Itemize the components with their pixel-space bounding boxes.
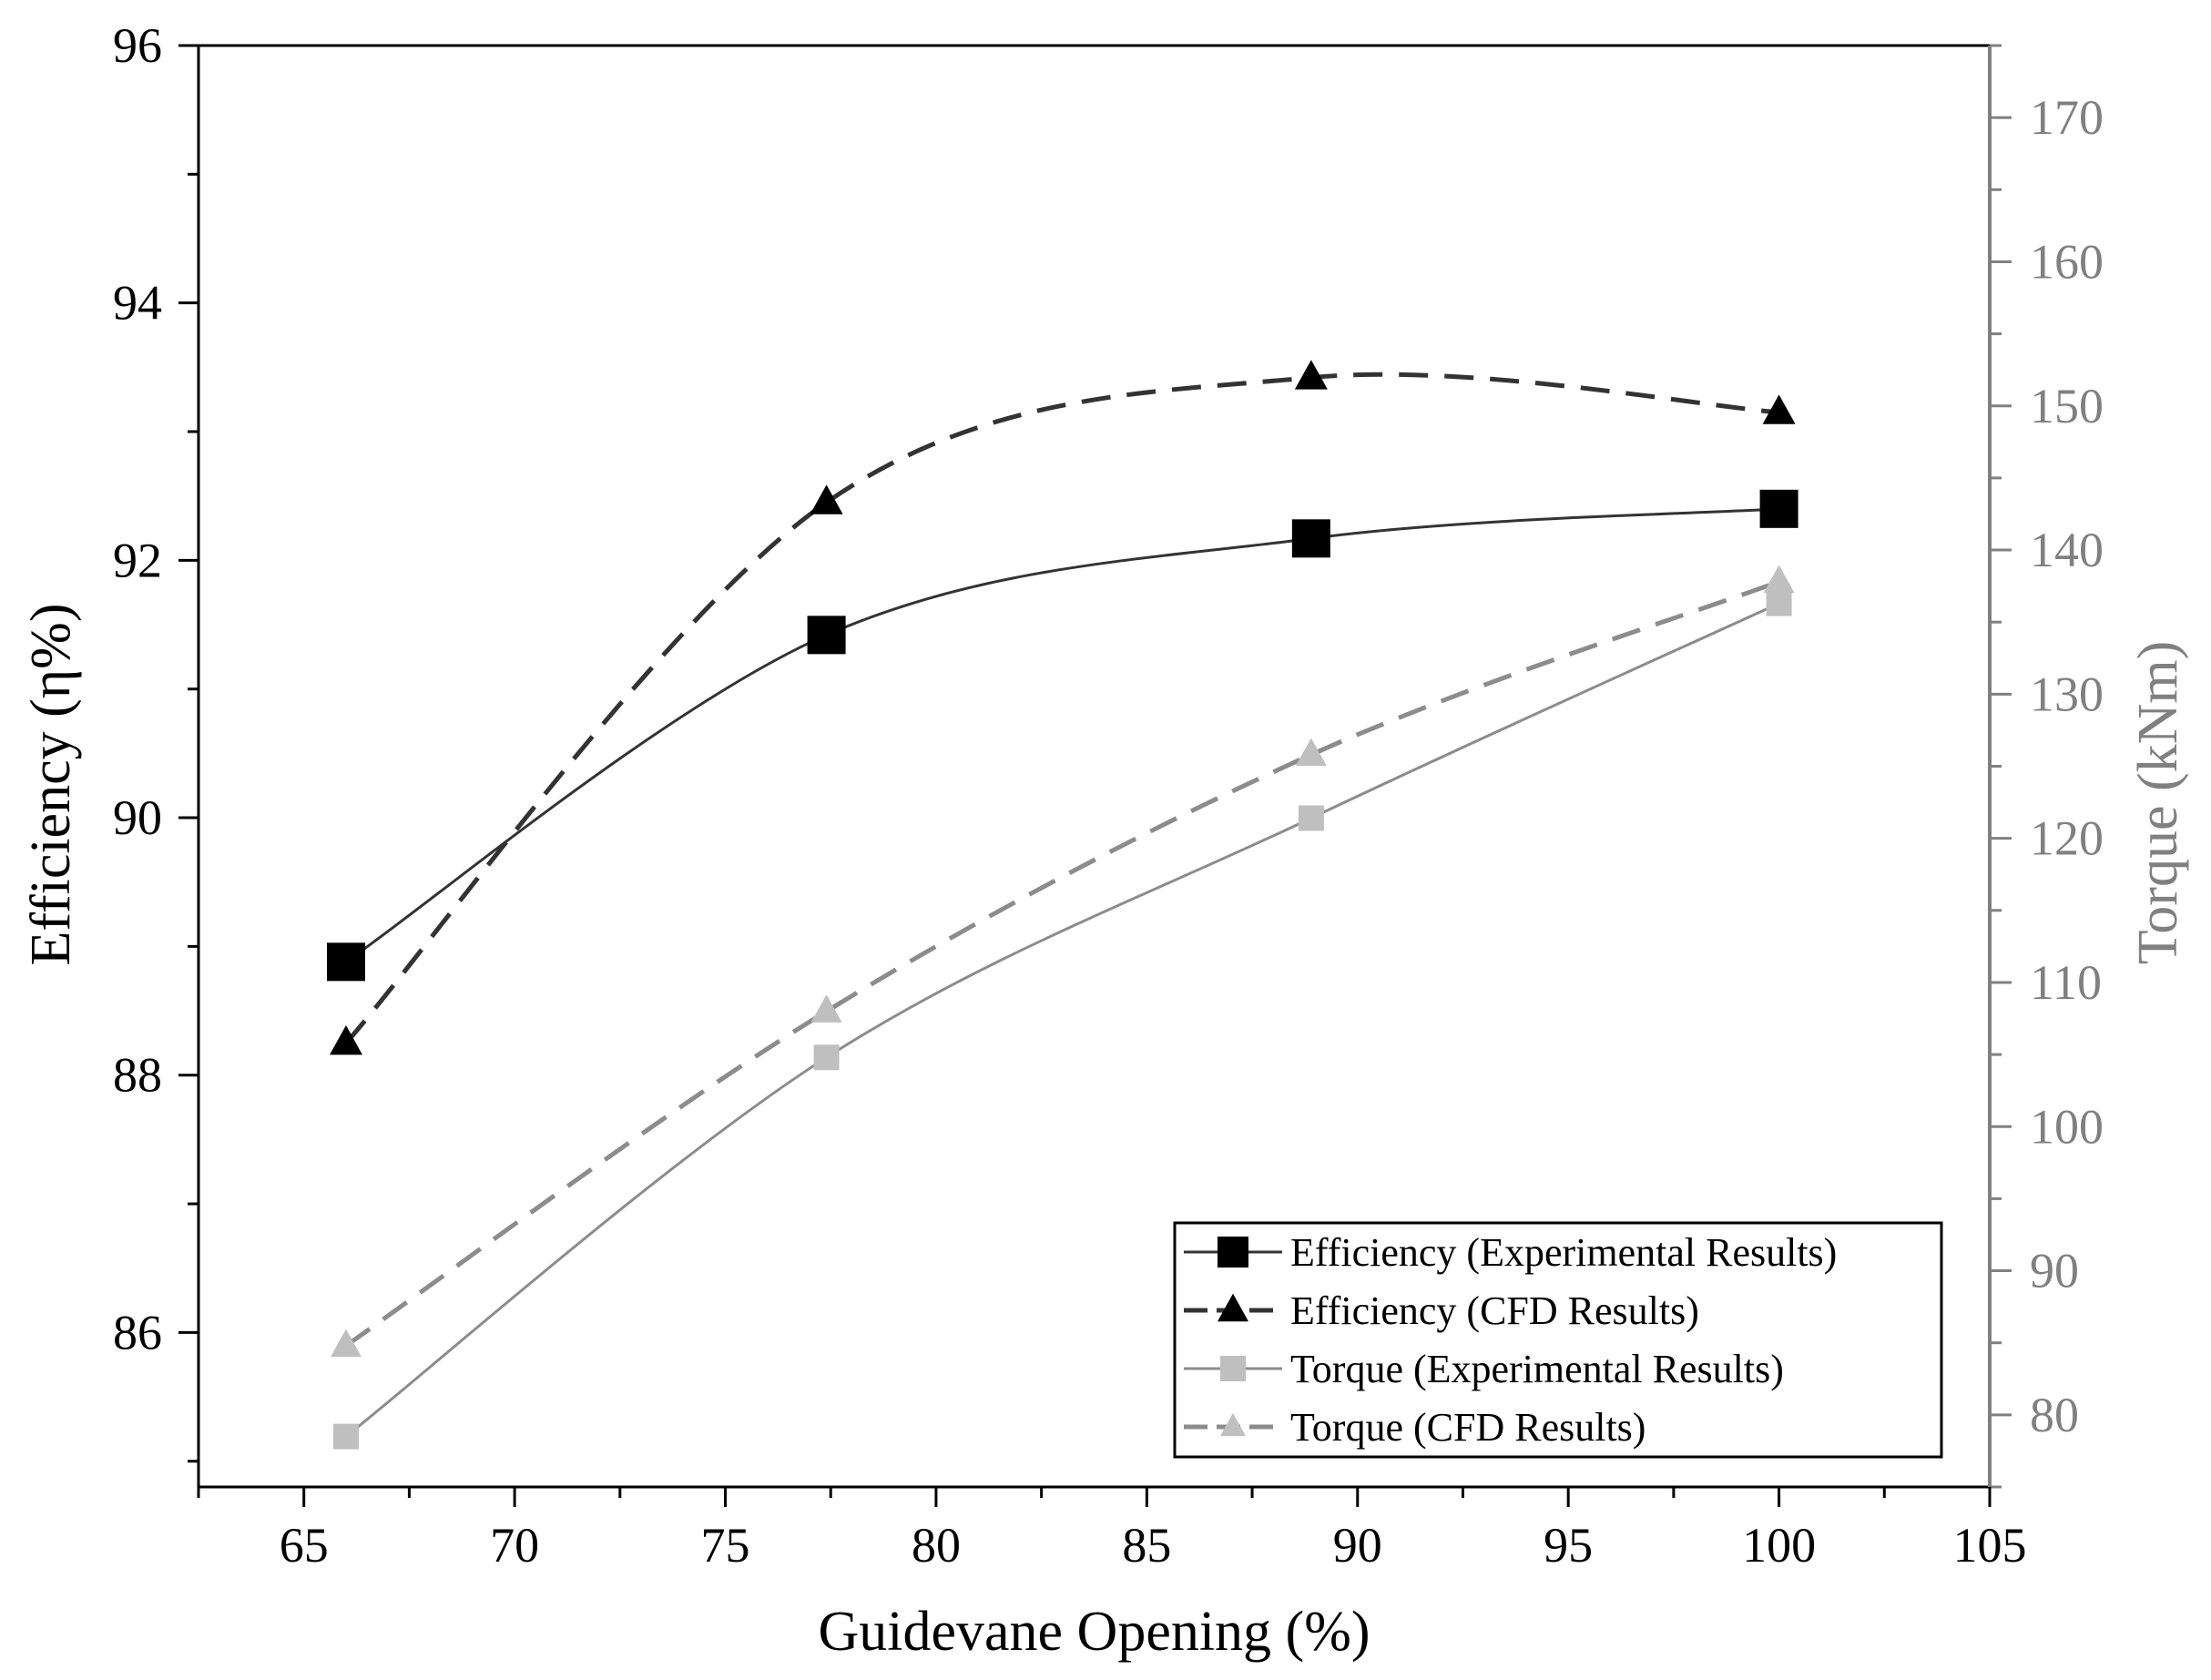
legend-swatch-marker [1218, 1237, 1248, 1268]
y-right-tick-label: 150 [2030, 379, 2104, 433]
series-line-3 [344, 579, 1780, 1348]
y-left-tick-label: 92 [113, 533, 162, 587]
legend-box [1173, 1221, 1943, 1459]
legend-label: Torque (CFD Results) [1290, 1405, 1646, 1450]
y-right-tick-label: 80 [2030, 1388, 2079, 1442]
legend-label: Torque (Experimental Results) [1290, 1347, 1784, 1391]
legend-item-2: Torque (Experimental Results) [1184, 1347, 1784, 1391]
legend-item-0: Efficiency (Experimental Results) [1184, 1230, 1837, 1275]
series-layer [326, 360, 1798, 1450]
series-1 [329, 360, 1796, 1055]
y-left-axis-title: Efficiency (η%) [20, 604, 82, 966]
y-right-tick-label: 100 [2030, 1099, 2104, 1154]
x-tick-label: 80 [912, 1518, 961, 1573]
series-2 [332, 590, 1792, 1450]
y-left-tick-label: 86 [113, 1305, 162, 1359]
data-point-0 [1291, 519, 1330, 558]
legend-swatch-marker [1218, 1293, 1248, 1322]
data-point-3 [330, 1329, 362, 1358]
x-tick-label: 90 [1333, 1518, 1382, 1573]
x-tick-label: 70 [490, 1518, 539, 1573]
y-left-tick-label: 96 [113, 18, 162, 73]
data-point-2 [332, 1423, 359, 1450]
data-point-1 [810, 484, 843, 514]
data-point-2 [813, 1044, 840, 1071]
y-right-tick-label: 120 [2030, 811, 2104, 866]
legend-item-1: Efficiency (CFD Results) [1184, 1288, 1699, 1333]
legend-swatch-marker [1220, 1356, 1246, 1381]
data-point-1 [1762, 394, 1796, 424]
x-tick-label: 65 [280, 1518, 329, 1573]
series-3 [330, 565, 1795, 1358]
data-point-0 [1759, 489, 1798, 528]
legend-item-3: Torque (CFD Results) [1184, 1405, 1646, 1450]
y-right-tick-label: 140 [2030, 523, 2104, 577]
axes-layer: 86 88 90 92 94 96 80 90 100 110 120 130 140 150 160 170… [20, 18, 2189, 1663]
series-line-0 [345, 507, 1779, 963]
y-right-tick-label: 90 [2030, 1244, 2079, 1298]
y-right-axis-title: Torque (kNm) [2127, 641, 2189, 965]
legend-swatch-marker [1220, 1412, 1246, 1437]
data-point-2 [1298, 805, 1324, 831]
x-tick-label: 75 [701, 1518, 750, 1573]
legend-label: Efficiency (Experimental Results) [1290, 1230, 1837, 1275]
x-tick-label: 85 [1122, 1518, 1171, 1573]
data-point-1 [1294, 360, 1328, 390]
data-point-2 [1766, 590, 1792, 616]
data-point-0 [807, 616, 846, 655]
data-point-0 [326, 942, 365, 982]
series-line-2 [345, 602, 1780, 1438]
x-tick-label: 95 [1544, 1518, 1593, 1573]
legend-label: Efficiency (CFD Results) [1290, 1288, 1699, 1333]
data-point-3 [1763, 565, 1795, 594]
x-tick-label: 100 [1742, 1518, 1816, 1573]
y-left-tick-label: 90 [113, 790, 162, 845]
x-axis-title: Guidevane Opening (%) [818, 1601, 1370, 1663]
series-0 [326, 489, 1798, 982]
data-point-3 [1295, 738, 1327, 767]
y-right-tick-label: 110 [2030, 955, 2102, 1010]
legend: Efficiency (Experimental Results) Efficie… [1173, 1221, 1943, 1459]
y-right-tick-label: 160 [2030, 234, 2104, 289]
data-point-3 [810, 994, 842, 1023]
series-line-1 [344, 372, 1779, 1045]
y-right-tick-label: 170 [2030, 90, 2104, 145]
y-right-tick-label: 130 [2030, 667, 2104, 721]
data-point-1 [329, 1024, 362, 1055]
y-left-tick-label: 94 [113, 276, 162, 331]
y-left-tick-label: 88 [113, 1048, 162, 1103]
x-tick-label: 105 [1953, 1518, 2027, 1573]
